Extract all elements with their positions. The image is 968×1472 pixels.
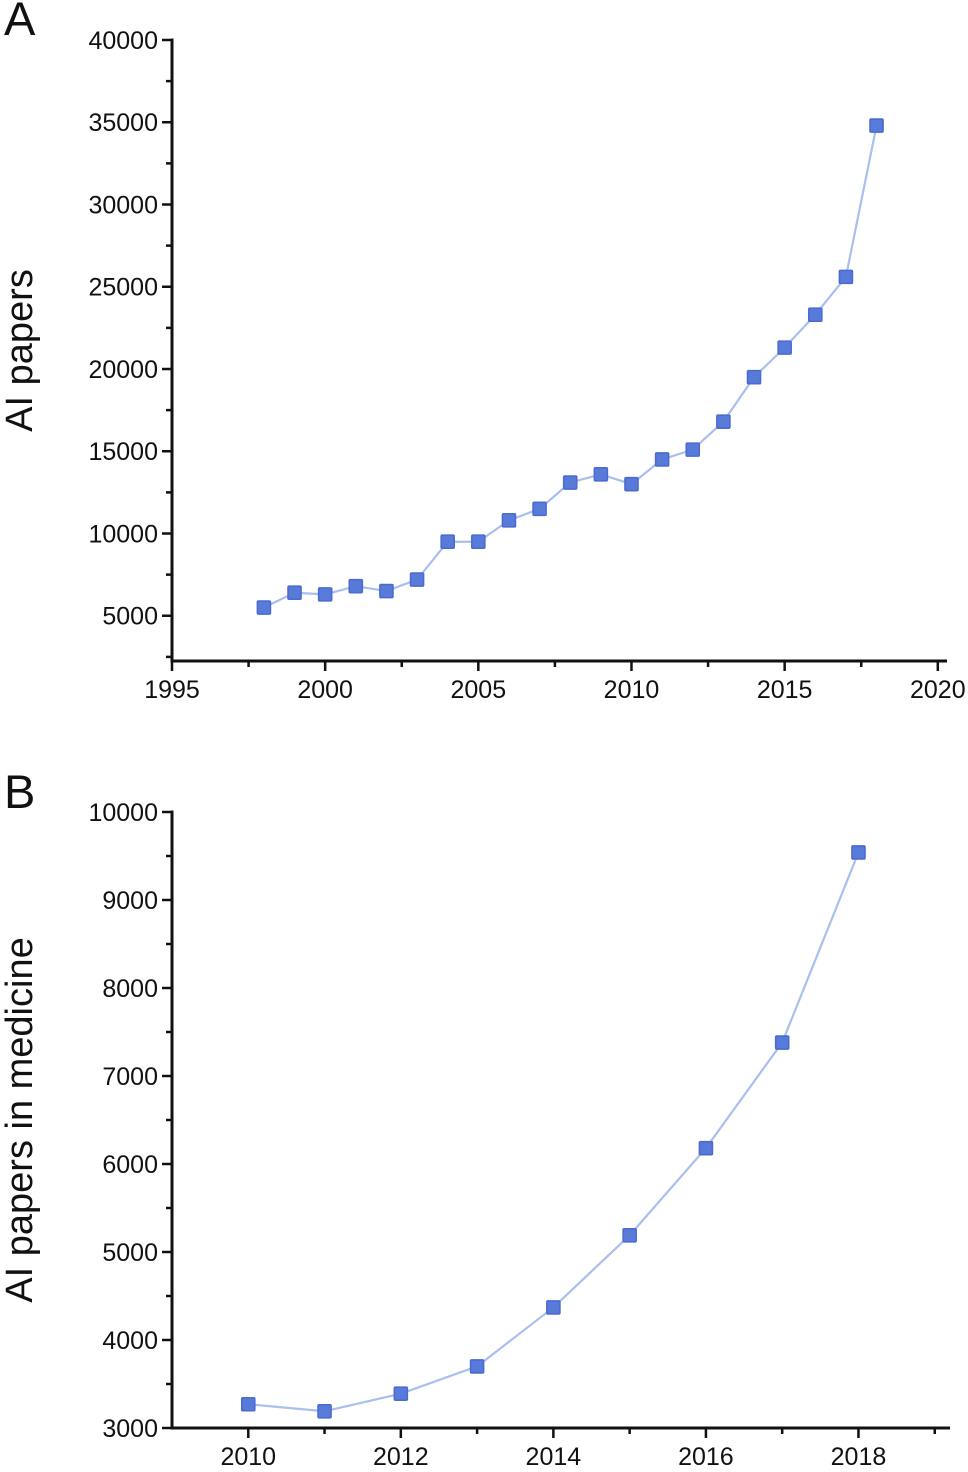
x-tick-label: 2010 <box>604 676 660 704</box>
data-point-marker <box>256 600 272 615</box>
y-tick-label: 10000 <box>88 520 158 548</box>
data-point-marker <box>777 340 792 355</box>
data-point-marker <box>317 587 333 602</box>
data-point-marker <box>622 1227 637 1243</box>
panel-a-letter: A <box>4 0 36 45</box>
chart-a: 5000 10000 15000 20000 25000 30000 35000 40000 1… <box>0 27 966 704</box>
y-tick-label: 4000 <box>102 1327 158 1355</box>
data-point-marker <box>698 1140 714 1156</box>
data-point-marker <box>838 269 854 285</box>
data-point-marker <box>240 1396 256 1412</box>
data-point-marker <box>471 534 486 550</box>
data-point-marker <box>287 585 302 601</box>
data-point-marker <box>348 578 364 594</box>
panel-b: B 3000 4000 5000 6000 7000 8000 9000 10000 2010 2… <box>0 736 968 1472</box>
data-point-marker <box>562 475 578 490</box>
data-point-marker <box>593 466 609 482</box>
data-point-marker <box>317 1403 332 1419</box>
y-tick-label: 15000 <box>88 438 158 466</box>
data-point-marker <box>501 513 517 528</box>
data-point-marker <box>393 1386 409 1401</box>
y-tick-label: 25000 <box>88 274 158 302</box>
x-tick-label: 2015 <box>757 676 813 704</box>
y-tick-label: 8000 <box>102 975 158 1003</box>
y-axis-title: AI papers <box>0 269 41 432</box>
x-tick-label: 2014 <box>526 1443 582 1471</box>
data-point-marker <box>869 118 884 133</box>
data-point-marker <box>654 452 670 467</box>
y-tick-label: 40000 <box>88 27 158 55</box>
series-line <box>248 852 860 1413</box>
x-tick-label: 2012 <box>373 1443 429 1471</box>
x-tick-label: 2005 <box>451 676 507 704</box>
data-point-marker <box>685 442 701 457</box>
data-point-marker <box>379 583 394 599</box>
y-tick-label: 6000 <box>102 1151 158 1179</box>
data-point-marker <box>851 845 866 860</box>
x-tick-label: 2018 <box>831 1443 887 1471</box>
data-point-marker <box>409 572 425 587</box>
x-tick-label: 2016 <box>678 1443 734 1471</box>
x-tick-label: 2000 <box>297 676 353 704</box>
data-point-marker <box>469 1359 485 1374</box>
series-line <box>263 125 878 609</box>
data-point-marker <box>716 414 731 429</box>
y-tick-label: 10000 <box>88 799 158 827</box>
data-point-marker <box>440 534 455 550</box>
y-tick-label: 30000 <box>88 191 158 219</box>
data-point-marker <box>746 369 762 385</box>
x-tick-label: 2020 <box>910 676 966 704</box>
x-tick-label: 1995 <box>144 676 200 704</box>
panel-b-letter: B <box>4 765 36 818</box>
data-point-marker <box>624 476 639 492</box>
y-tick-label: 35000 <box>88 109 158 137</box>
chart-b: 3000 4000 5000 6000 7000 8000 9000 10000 2010 201… <box>0 799 950 1471</box>
data-point-marker <box>532 501 547 517</box>
data-point-marker <box>774 1035 790 1050</box>
y-tick-label: 20000 <box>88 356 158 384</box>
y-tick-label: 5000 <box>102 603 158 631</box>
y-tick-label: 5000 <box>102 1239 158 1267</box>
panel-a: A 5000 10000 15000 20000 25000 30000 35000 4000… <box>0 0 966 704</box>
y-tick-label: 3000 <box>102 1415 158 1443</box>
y-tick-label: 9000 <box>102 887 158 915</box>
x-tick-label: 2010 <box>220 1443 276 1471</box>
data-point-marker <box>807 307 823 323</box>
y-axis-title: AI papers in medicine <box>0 937 41 1302</box>
data-point-marker <box>546 1300 561 1315</box>
y-tick-label: 7000 <box>102 1063 158 1091</box>
